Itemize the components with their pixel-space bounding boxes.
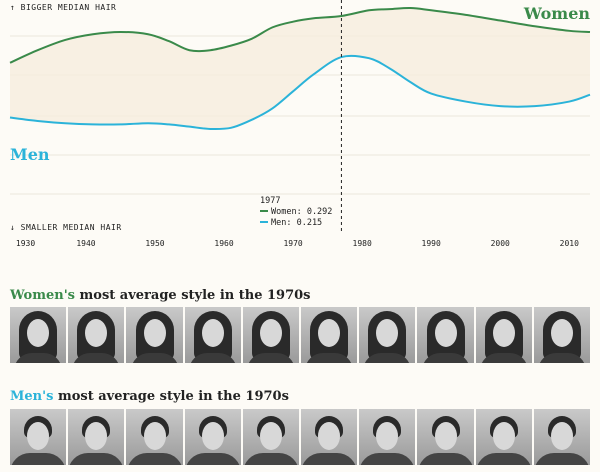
portrait-photo — [242, 307, 300, 363]
portrait-photo — [359, 409, 416, 465]
portrait-photo — [475, 307, 532, 363]
x-tick-label: 2000 — [491, 239, 510, 248]
women-title-rest: most average style in the 1970s — [75, 288, 311, 303]
men-section-title: Men's most average style in the 1970s — [10, 389, 289, 404]
women-photo-row — [10, 307, 591, 363]
women-section-title: Women's most average style in the 1970s — [10, 288, 311, 303]
axis-top-label: ↑ BIGGER MEDIAN HAIR — [10, 3, 116, 12]
portrait-photo — [242, 409, 300, 465]
x-tick-label: 1990 — [422, 239, 441, 248]
x-tick-label: 1970 — [283, 239, 302, 248]
portrait-photo — [68, 409, 125, 465]
men-photo-row — [10, 409, 591, 465]
gap-band — [10, 7, 590, 130]
portrait-photo — [301, 409, 358, 465]
x-tick-label: 1980 — [353, 239, 372, 248]
x-tick-label: 1940 — [76, 239, 95, 248]
highlight-tooltip: 1977 Women: 0.292 Men: 0.215 — [260, 196, 332, 228]
portrait-photo — [417, 307, 474, 363]
portrait-photo — [533, 409, 591, 465]
portrait-photo — [417, 409, 474, 465]
axis-bottom-label: ↓ SMALLER MEDIAN HAIR — [10, 223, 122, 232]
portrait-photo — [126, 307, 183, 363]
portrait-photo — [533, 307, 591, 363]
portrait-photo — [184, 307, 241, 363]
portrait-photo — [475, 409, 532, 465]
x-axis-ticks: 1930 1940 1950 1960 1970 1980 1990 2000 2010 — [16, 239, 579, 248]
men-title-rest: most average style in the 1970s — [53, 389, 289, 404]
tooltip-women-value: Women: 0.292 — [271, 207, 332, 217]
x-tick-label: 2010 — [560, 239, 579, 248]
x-tick-label: 1950 — [145, 239, 164, 248]
portrait-photo — [184, 409, 241, 465]
portrait-photo — [10, 307, 67, 363]
tooltip-year: 1977 — [260, 196, 280, 206]
men-series-label: Men — [10, 145, 50, 164]
portrait-photo — [359, 307, 416, 363]
men-title-word: Men's — [10, 389, 54, 404]
men-series-line — [9, 54, 591, 131]
x-tick-label: 1930 — [16, 239, 35, 248]
women-series-label: Women — [523, 4, 590, 23]
portrait-photo — [126, 409, 183, 465]
hair-chart: ↑ BIGGER MEDIAN HAIR ↓ SMALLER MEDIAN HA… — [9, 0, 591, 248]
tooltip-men-value: Men: 0.215 — [271, 218, 322, 228]
women-title-word: Women's — [10, 288, 75, 303]
women-series-line — [9, 6, 591, 64]
portrait-photo — [68, 307, 125, 363]
portrait-photo — [301, 307, 358, 363]
x-tick-label: 1960 — [214, 239, 233, 248]
portrait-photo — [10, 409, 67, 465]
